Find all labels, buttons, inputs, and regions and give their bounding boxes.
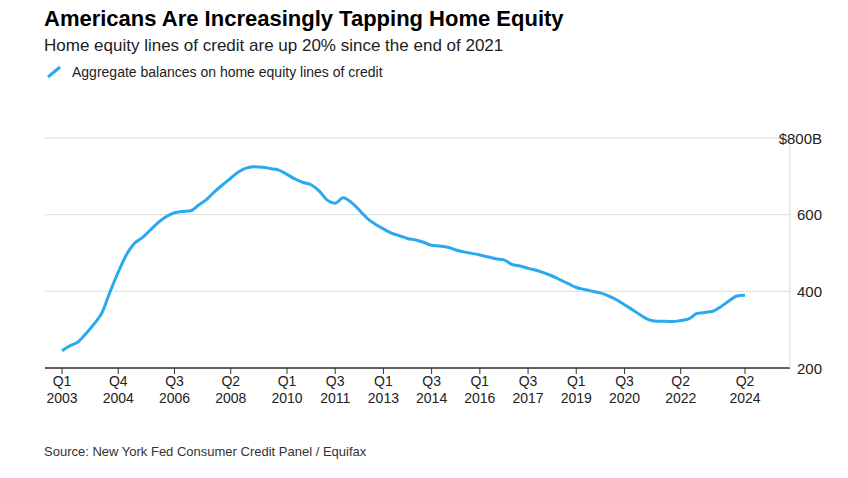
html-text:Americans Are Increasingly Tap: Americans Are Increasingly Tapping Home …	[44, 6, 564, 31]
svg-text:Q12019: Q12019	[561, 373, 592, 406]
svg-text:Q12003: Q12003	[46, 373, 77, 406]
svg-text:600: 600	[797, 206, 822, 223]
svg-text:Q32006: Q32006	[159, 373, 190, 406]
svg-text:Q12013: Q12013	[368, 373, 399, 406]
svg-text:Q42004: Q42004	[103, 373, 134, 406]
svg-text:Q12010: Q12010	[271, 373, 302, 406]
svg-text:Q22024: Q22024	[729, 373, 760, 406]
html-text:Source: New York Fed Consumer: Source: New York Fed Consumer Credit Pan…	[44, 444, 367, 459]
svg-text:Q12016: Q12016	[464, 373, 495, 406]
svg-text:Q22022: Q22022	[665, 373, 696, 406]
html-text:Aggregate balances on home equ: Aggregate balances on home equity lines …	[72, 64, 383, 80]
html-text:Home equity lines of credit ar: Home equity lines of credit are up 20% s…	[44, 36, 504, 55]
svg-text:$800B: $800B	[779, 130, 822, 147]
svg-text:Q32020: Q32020	[609, 373, 640, 406]
svg-text:Q22008: Q22008	[215, 373, 246, 406]
svg-text:200: 200	[797, 360, 822, 377]
svg-text:Q32014: Q32014	[416, 373, 447, 406]
svg-text:Q32017: Q32017	[512, 373, 543, 406]
svg-text:400: 400	[797, 283, 822, 300]
svg-text:Q32011: Q32011	[320, 373, 350, 406]
